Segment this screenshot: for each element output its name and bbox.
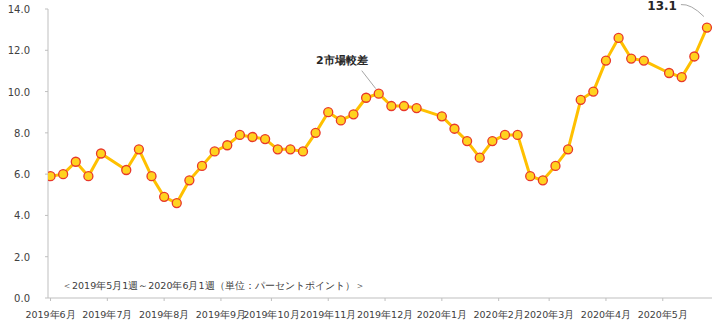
x-tick-label: 2020年2月	[474, 309, 524, 320]
point	[500, 130, 509, 139]
point	[210, 147, 219, 156]
x-tick-label: 2020年5月	[638, 309, 688, 320]
point	[286, 145, 295, 154]
x-tick	[549, 298, 550, 301]
point	[235, 130, 244, 139]
point	[627, 54, 636, 63]
annotation-leader	[362, 71, 376, 89]
point	[488, 137, 497, 146]
point	[122, 166, 131, 175]
point	[399, 102, 408, 111]
point	[147, 172, 156, 181]
point	[702, 23, 711, 32]
x-tick-label: 2019年7月	[82, 309, 132, 320]
x-tick	[220, 298, 221, 301]
x-tick	[328, 298, 329, 301]
x-tick	[164, 298, 165, 301]
x-tick-label: 2020年1月	[417, 309, 467, 320]
annotation: 13.1	[647, 0, 677, 13]
point	[134, 145, 143, 154]
y-tick-label: 0.0	[14, 293, 30, 304]
x-tick	[107, 298, 108, 301]
point	[311, 128, 320, 137]
point	[198, 161, 207, 170]
y-tick-label: 4.0	[14, 210, 30, 221]
point	[639, 56, 648, 65]
point	[349, 110, 358, 119]
x-tick-label: 2020年3月	[524, 309, 574, 320]
point	[551, 161, 560, 170]
annotation: 2市場較差	[316, 54, 368, 67]
x-tick	[441, 298, 442, 301]
point	[475, 153, 484, 162]
x-axis	[48, 298, 712, 299]
x-tick	[662, 298, 663, 301]
point	[362, 93, 371, 102]
x-tick-label: 2019年11月	[300, 309, 356, 320]
subtitle: ＜2019年5月1週～2020年6月1週（単位：パーセントポイント）＞	[62, 280, 365, 291]
point	[614, 33, 623, 42]
x-tick-label: 2019年9月	[196, 309, 246, 320]
point	[374, 89, 383, 98]
x-tick	[271, 298, 272, 301]
x-tick	[498, 298, 499, 301]
point	[677, 73, 686, 82]
point	[601, 56, 610, 65]
point	[172, 199, 181, 208]
point	[450, 124, 459, 133]
point	[564, 145, 573, 154]
point	[223, 141, 232, 150]
x-tick-label: 2019年6月	[25, 309, 75, 320]
x-tick	[385, 298, 386, 301]
point	[185, 176, 194, 185]
y-tick-label: 14.0	[8, 4, 30, 15]
y-tick-label: 12.0	[8, 45, 30, 56]
y-tick-label: 10.0	[8, 87, 30, 98]
x-tick-label: 2019年8月	[139, 309, 189, 320]
plot-area	[48, 23, 711, 207]
y-tick-label: 2.0	[14, 252, 30, 263]
x-tick-label: 2019年10月	[243, 309, 299, 320]
point	[589, 87, 598, 96]
point	[576, 95, 585, 104]
point	[690, 52, 699, 61]
point	[84, 172, 93, 181]
point	[538, 176, 547, 185]
y-axis	[48, 9, 49, 298]
point	[71, 157, 80, 166]
point	[665, 68, 674, 77]
point	[437, 112, 446, 121]
x-tick-label: 2019年12月	[357, 309, 413, 320]
x-tick	[605, 298, 606, 301]
x-tick-label: 2020年4月	[581, 309, 631, 320]
x-tick	[50, 298, 51, 301]
point	[59, 170, 68, 179]
point	[48, 172, 55, 181]
y-tick-label: 8.0	[14, 128, 30, 139]
point	[387, 102, 396, 111]
point	[273, 145, 282, 154]
point	[526, 172, 535, 181]
point	[261, 135, 270, 144]
annotation-leader	[681, 5, 704, 17]
point	[160, 192, 169, 201]
point	[324, 108, 333, 117]
point	[336, 116, 345, 125]
point	[298, 147, 307, 156]
point	[248, 132, 257, 141]
series-line	[51, 28, 707, 203]
point	[513, 130, 522, 139]
chart: 0.0 2.0 4.0 6.0 8.0 10.0 12.0 14.0 2019年6月 2019年7…	[0, 0, 720, 324]
y-tick-label: 6.0	[14, 169, 30, 180]
point	[463, 137, 472, 146]
point	[97, 149, 106, 158]
point	[412, 104, 421, 113]
